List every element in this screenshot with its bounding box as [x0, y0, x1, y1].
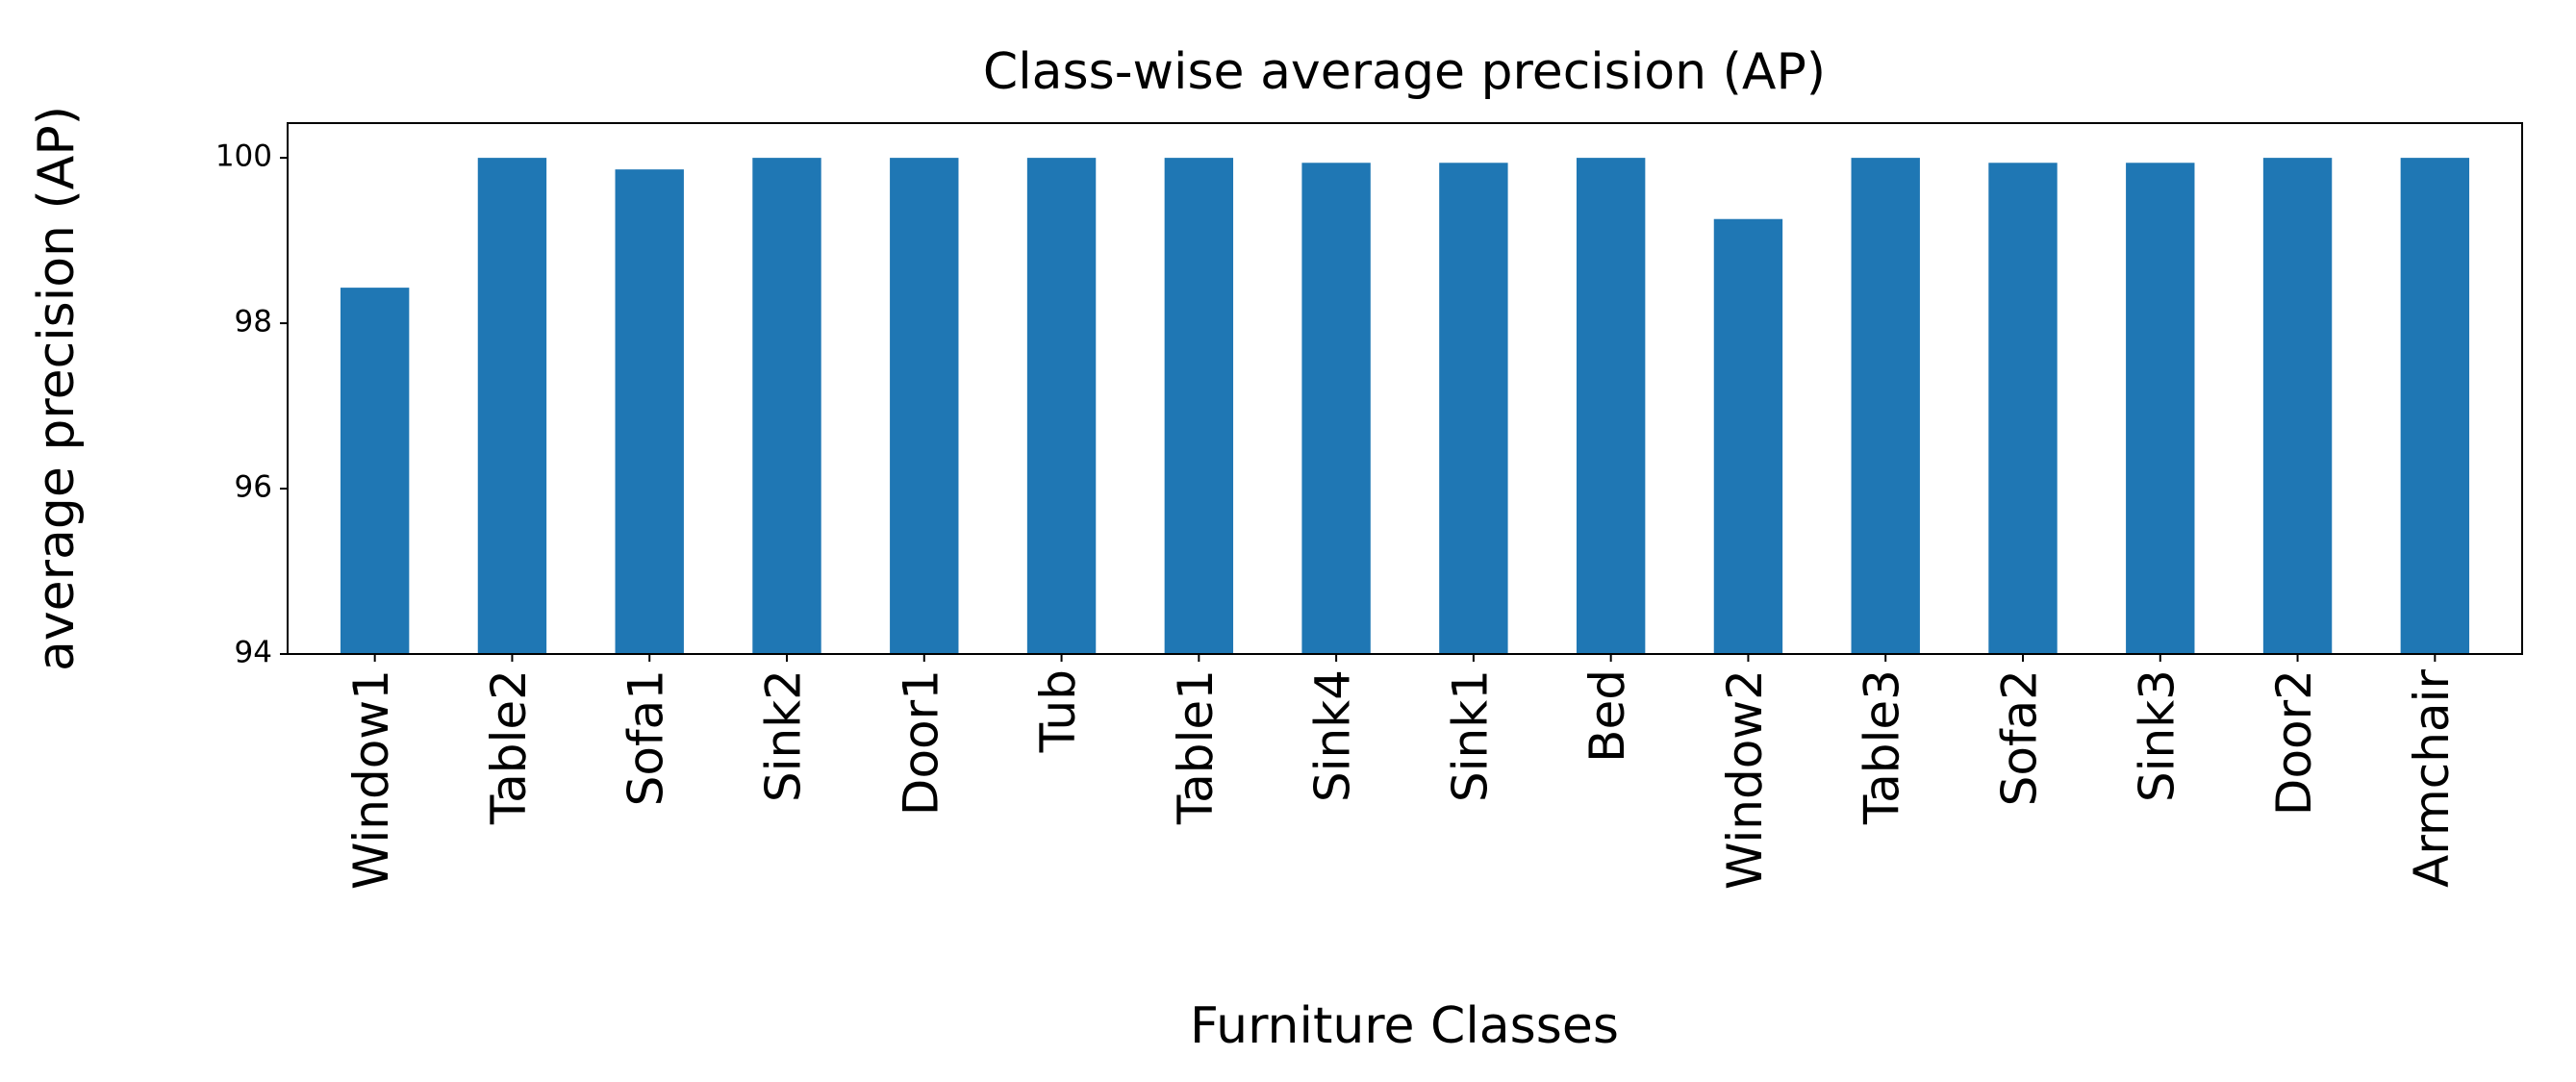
bar [1164, 158, 1234, 654]
bar [752, 158, 821, 654]
bar [1026, 158, 1097, 654]
x-tick-label: Bed [1579, 669, 1635, 763]
bar [1988, 163, 2058, 654]
bar [2262, 158, 2333, 654]
bar [477, 158, 547, 654]
bar [890, 158, 959, 654]
x-tick-label: Sink4 [1305, 669, 1361, 802]
x-tick-label: Sink1 [1442, 669, 1498, 802]
bar [1439, 163, 1508, 654]
bar [2400, 158, 2470, 654]
bar [1301, 163, 1371, 654]
bar [1713, 218, 1783, 654]
plot-frame [287, 122, 2523, 655]
x-tick-label: Table3 [1855, 669, 1910, 825]
x-tick-label: Sofa1 [619, 669, 674, 806]
y-tick-label: 100 [215, 139, 272, 174]
y-tick-label: 94 [235, 636, 272, 670]
x-tick-label: Table2 [481, 669, 537, 825]
x-tick-label: Window1 [343, 669, 399, 890]
x-tick-label: Sink2 [755, 669, 811, 802]
x-axis-label: Furniture Classes [1190, 997, 1619, 1055]
bar [2126, 163, 2195, 654]
bar [1851, 158, 1920, 654]
y-axis-label: average precision (AP) [28, 106, 86, 671]
bar [340, 288, 410, 654]
y-tick-label: 96 [235, 470, 272, 505]
chart-title: Class-wise average precision (AP) [983, 43, 1826, 101]
bar [1576, 158, 1646, 654]
x-tick-label: Door2 [2266, 669, 2322, 816]
x-tick-label: Tub [1030, 669, 1086, 753]
x-tick-label: Armchair [2404, 669, 2460, 888]
x-tick-label: Sink3 [2129, 669, 2185, 802]
x-tick-label: Window2 [1717, 669, 1773, 890]
x-tick-label: Sofa2 [1992, 669, 2048, 806]
y-tick-label: 98 [235, 305, 272, 340]
x-tick-label: Door1 [893, 669, 948, 816]
bar [615, 169, 684, 654]
x-tick-label: Table1 [1168, 669, 1224, 825]
